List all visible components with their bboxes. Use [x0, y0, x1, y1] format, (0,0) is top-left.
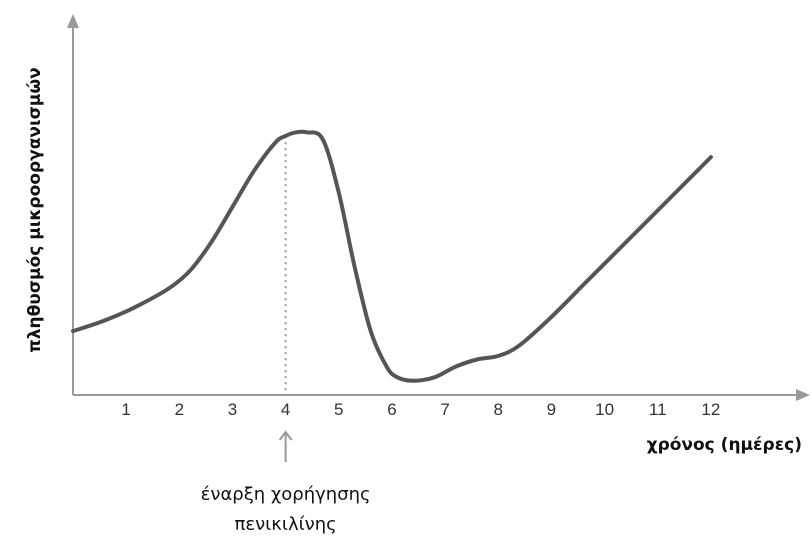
- x-tick-label: 10: [595, 400, 614, 419]
- annotation-label-line-1: έναρξη χορήγησης: [201, 484, 371, 505]
- annotation: έναρξη χορήγησης πενικιλίνης: [201, 136, 371, 535]
- x-tick-label: 12: [701, 400, 720, 419]
- x-tick-label: 6: [387, 400, 396, 419]
- x-tick-label: 11: [649, 400, 667, 419]
- x-tick-label: 8: [494, 400, 503, 419]
- annotation-label-line-2: πενικιλίνης: [235, 514, 337, 535]
- x-tick-label: 3: [228, 400, 237, 419]
- y-axis-arrow-icon: [67, 14, 79, 28]
- x-tick-label: 5: [334, 400, 343, 419]
- y-axis-label: πληθυσμός μικροοργανισμών: [25, 67, 45, 352]
- x-tick-labels: 1 2 3 4 5 6 7 8 9 10 11 12: [121, 400, 720, 419]
- x-axis-label: χρόνος (ημέρες): [647, 435, 802, 455]
- x-tick-label: 9: [547, 400, 556, 419]
- x-tick-label: 1: [121, 400, 130, 419]
- axes: [67, 14, 810, 401]
- x-tick-label: 4: [281, 400, 290, 419]
- series-line: [71, 129, 713, 383]
- x-axis-arrow-icon: [796, 389, 810, 401]
- x-tick-label: 2: [175, 400, 184, 419]
- x-tick-label: 7: [440, 400, 449, 419]
- annotation-arrow-icon: [278, 430, 293, 441]
